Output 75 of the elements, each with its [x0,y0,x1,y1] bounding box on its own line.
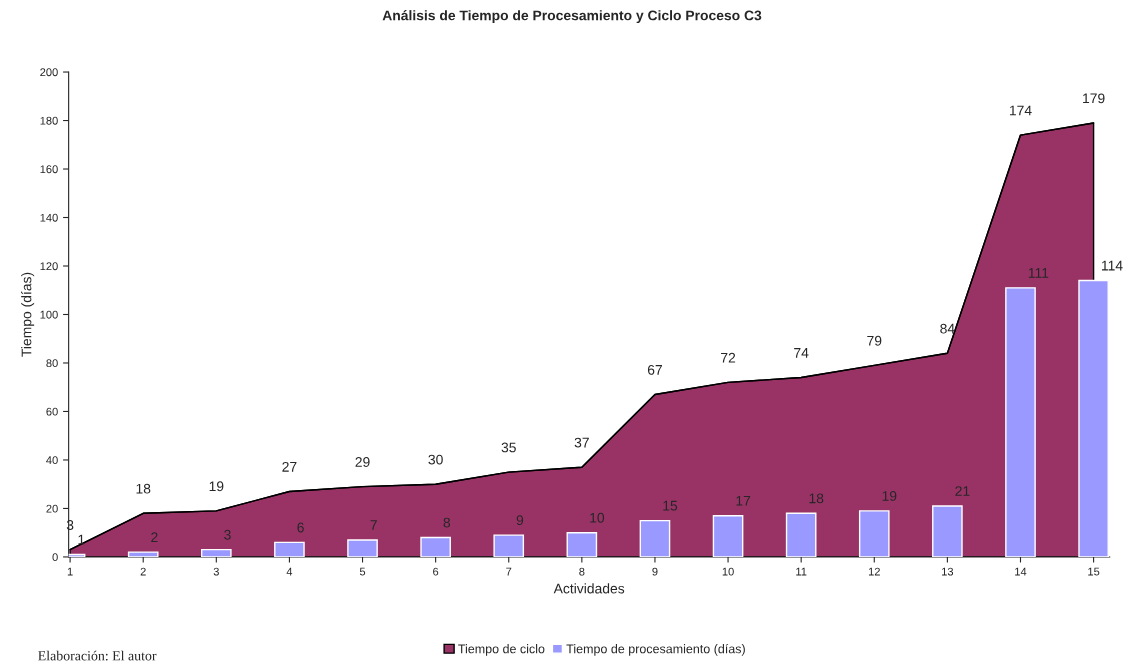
legend-label: Tiempo de ciclo [458,644,545,656]
x-tick-label: 15 [1088,567,1100,576]
x-tick-label: 6 [433,567,439,576]
x-tick-label: 12 [868,567,880,576]
bar [420,536,451,557]
x-tick-label: 1 [67,567,73,576]
data-label: 79 [867,335,882,346]
y-tick-label: 100 [40,310,58,319]
data-label: 9 [516,515,524,526]
bar [200,548,232,557]
y-tick-label: 140 [40,213,58,222]
bar [274,541,305,557]
bar [712,515,744,557]
x-tick-label: 4 [286,567,293,576]
x-tick-label: 5 [359,567,366,576]
x-tick-label: 9 [652,567,658,576]
bar [932,505,963,557]
y-axis-title: Tiempo (días) [21,272,35,357]
data-label: 19 [209,481,224,492]
x-tick-label: 11 [796,567,807,576]
data-label: 179 [1083,93,1105,104]
bar [347,539,378,557]
data-label: 35 [501,442,516,453]
data-label: 37 [574,437,589,448]
y-tick-label: 180 [40,116,58,125]
data-label: 18 [809,493,824,504]
chart-title: Análisis de Tiempo de Procesamiento y Ciclo Proceso C3 [382,10,762,24]
data-label: 111 [1028,268,1049,278]
x-tick-label: 13 [942,567,954,576]
bar [493,534,525,557]
data-label: 1 [78,534,85,545]
legend-label: Tiempo de procesamiento (días) [566,643,745,656]
data-label: 3 [224,529,231,540]
x-axis-title: Actividades [553,583,625,594]
data-label: 2 [151,532,158,542]
data-label: 18 [136,483,151,494]
data-label: 174 [1009,105,1032,116]
data-label: 7 [370,520,377,530]
text: Elaboración: El autor [38,650,157,661]
data-label: 84 [940,323,955,334]
data-label: 8 [443,517,451,528]
x-tick-label: 14 [1015,567,1027,576]
data-label: 15 [663,500,678,511]
x-tick-label: 3 [213,567,219,576]
y-tick-label: 60 [46,407,58,416]
bar [1005,287,1036,557]
x-tick-label: 7 [506,567,512,576]
data-label: 21 [955,486,970,496]
data-label: 17 [736,496,751,506]
data-label: 19 [882,491,897,501]
y-tick-label: 20 [46,504,58,513]
data-label: 6 [297,522,304,533]
y-tick-label: 200 [40,68,58,77]
x-tick-label: 10 [722,567,734,576]
y-tick-label: 160 [40,165,58,174]
data-label: 10 [590,512,605,523]
x-tick-label: 2 [140,567,146,576]
data-label: 114 [1101,260,1123,271]
y-tick-label: 80 [46,359,58,368]
bar [785,512,817,557]
y-tick-label: 0 [52,553,58,562]
bar [858,510,890,557]
data-label: 29 [355,457,370,467]
bar [127,551,159,557]
data-label: 30 [428,454,443,465]
bar [1078,279,1109,557]
data-label: 27 [282,461,297,472]
y-tick-label: 40 [46,456,58,465]
bar [639,519,671,557]
data-label: 74 [794,348,809,358]
data-label: 72 [721,352,736,363]
y-tick-label: 120 [40,262,58,271]
x-tick-label: 8 [579,567,585,576]
bar [566,532,598,557]
data-label: 67 [647,364,662,375]
